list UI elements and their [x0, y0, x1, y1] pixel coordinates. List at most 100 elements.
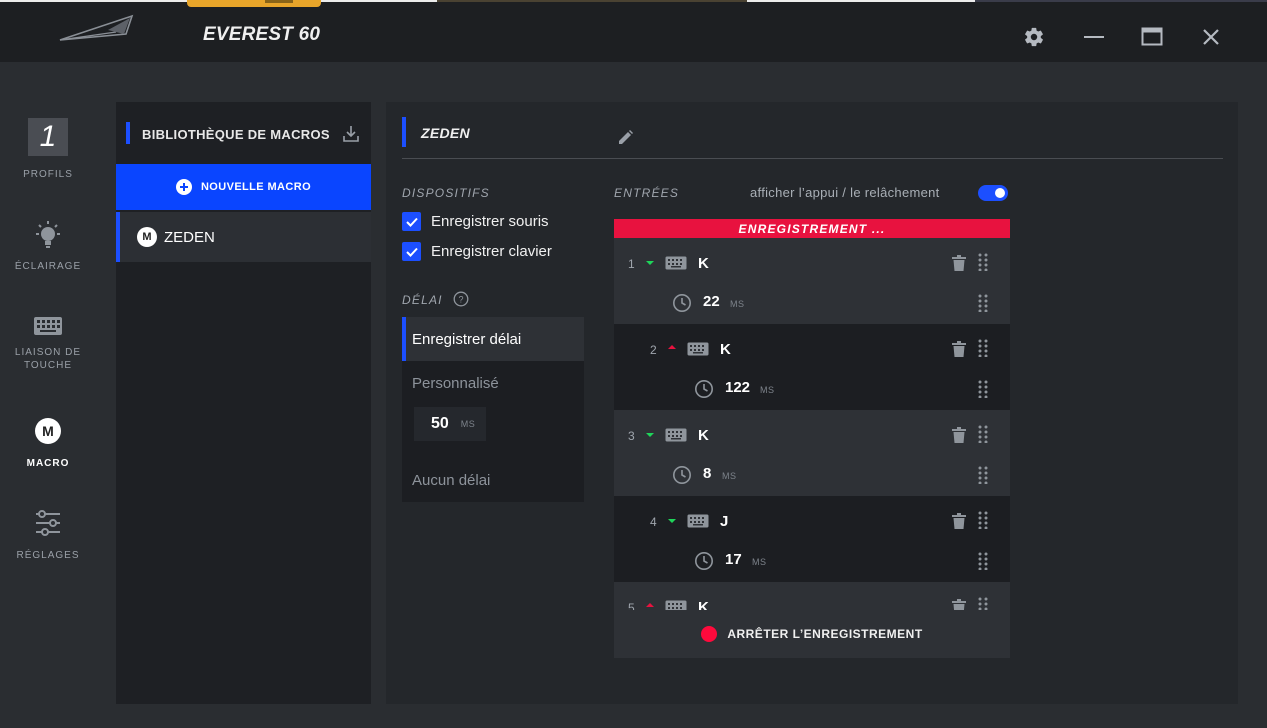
- custom-delay-unit: MS: [460, 419, 476, 429]
- entry-key: J: [720, 513, 729, 530]
- drag-handle-icon[interactable]: [978, 339, 988, 362]
- entry-number: 3: [628, 429, 635, 443]
- record-keyboard-checkbox[interactable]: Enregistrer clavier: [402, 242, 552, 261]
- delay-option-none[interactable]: Aucun délai: [412, 472, 491, 489]
- drag-handle-icon[interactable]: [978, 425, 988, 448]
- entry-key: K: [698, 599, 709, 610]
- profile-number-badge: 1: [28, 118, 68, 156]
- entry-row[interactable]: 4 J 17 MS: [614, 496, 1010, 582]
- keyboard-icon: [687, 341, 709, 362]
- entries-section-label: ENTRÉES: [614, 186, 680, 200]
- nav-keybinding[interactable]: LIAISON DE TOUCHE: [0, 315, 96, 372]
- macro-editor-panel: ZEDEN DISPOSITIFS Enregistrer souris Enr…: [386, 102, 1238, 704]
- settings-button[interactable]: [1019, 22, 1049, 52]
- entry-delay[interactable]: 8: [703, 465, 712, 482]
- lightbulb-icon: [36, 221, 60, 248]
- new-macro-label: NOUVELLE MACRO: [200, 181, 312, 193]
- clock-icon: [672, 293, 692, 318]
- nav-keybinding-label-line2: TOUCHE: [23, 360, 73, 371]
- macro-library-panel: BIBLIOTHÈQUE DE MACROS NOUVELLE MACRO M …: [116, 102, 371, 704]
- macro-icon: M: [35, 418, 61, 444]
- sliders-icon: [36, 510, 60, 536]
- maximize-button[interactable]: [1137, 22, 1167, 52]
- custom-delay-value: 50: [431, 415, 449, 432]
- entry-delay[interactable]: 22: [703, 293, 720, 310]
- editor-divider: [402, 158, 1223, 159]
- entry-row[interactable]: 1 K 22 MS: [614, 238, 1010, 324]
- show-press-release-label: afficher l’appui / le relâchement: [750, 185, 940, 200]
- key-press-arrow-icon: [646, 261, 654, 265]
- nav-macro[interactable]: M MACRO: [0, 418, 96, 470]
- stop-recording-button[interactable]: ARRÊTER L’ENREGISTREMENT: [614, 610, 1010, 658]
- macro-list-item[interactable]: M ZEDEN: [116, 212, 371, 262]
- nav-keybinding-label-line1: LIAISON DE: [14, 347, 82, 358]
- entry-number: 4: [650, 515, 657, 529]
- record-dot-icon: [701, 626, 718, 642]
- keyboard-icon: [34, 317, 62, 335]
- drag-handle-icon[interactable]: [978, 466, 988, 489]
- drag-handle-icon[interactable]: [978, 511, 988, 534]
- nav-profiles-label: PROFILS: [23, 169, 73, 180]
- macro-item-name: ZEDEN: [164, 228, 215, 246]
- nav-settings-label: RÉGLAGES: [16, 550, 80, 561]
- drag-handle-icon[interactable]: [978, 552, 988, 575]
- delete-entry-icon[interactable]: [952, 427, 966, 448]
- delay-section-label: DÉLAI: [402, 293, 443, 307]
- minimize-icon: [1084, 36, 1104, 38]
- keyboard-icon: [665, 255, 687, 276]
- delay-option-custom[interactable]: Personnalisé: [412, 375, 499, 392]
- key-release-arrow-icon: [646, 603, 654, 607]
- entry-delay-unit: MS: [752, 557, 767, 567]
- nav-lighting[interactable]: ÉCLAIRAGE: [0, 220, 96, 273]
- drag-handle-icon[interactable]: [978, 253, 988, 276]
- nav-keybinding-label: LIAISON DE TOUCHE: [15, 346, 81, 372]
- delete-entry-icon[interactable]: [952, 255, 966, 276]
- entry-row[interactable]: 2 K 122 MS: [614, 324, 1010, 410]
- entry-number: 5: [628, 601, 635, 610]
- delete-entry-icon[interactable]: [952, 513, 966, 534]
- drag-handle-icon[interactable]: [978, 380, 988, 403]
- entry-delay[interactable]: 122: [725, 379, 751, 396]
- entries-list: 1 K 22 MS 2 K 122 MS 3 K 8 MS 4 J 17 MS 5 K: [614, 238, 1010, 610]
- delete-entry-icon[interactable]: [952, 599, 966, 610]
- gear-icon: [1025, 27, 1043, 47]
- clock-icon: [694, 551, 714, 576]
- entry-delay-unit: MS: [722, 471, 737, 481]
- library-title: BIBLIOTHÈQUE DE MACROS: [142, 127, 330, 142]
- custom-delay-input[interactable]: 50 MS: [414, 407, 486, 441]
- checkbox-checked: [402, 242, 421, 261]
- show-press-release-toggle[interactable]: [978, 185, 1008, 201]
- nav-settings[interactable]: RÉGLAGES: [0, 510, 96, 562]
- key-press-arrow-icon: [668, 519, 676, 523]
- app-title: EVEREST 60: [203, 24, 321, 45]
- import-download-icon[interactable]: [342, 125, 360, 143]
- new-macro-button[interactable]: NOUVELLE MACRO: [116, 164, 371, 210]
- drag-handle-icon[interactable]: [978, 597, 988, 610]
- library-accent-bar: [126, 122, 130, 144]
- stop-recording-label: ARRÊTER L’ENREGISTREMENT: [727, 627, 923, 641]
- help-icon[interactable]: ?: [453, 291, 469, 307]
- profile-tab-indicator: [187, 0, 321, 7]
- entry-key: K: [698, 427, 709, 444]
- delay-option-record[interactable]: Enregistrer délai: [402, 317, 584, 361]
- delay-options-panel: Enregistrer délai Personnalisé 50 MS Auc…: [402, 317, 584, 502]
- close-button[interactable]: [1196, 22, 1226, 52]
- record-mouse-checkbox[interactable]: Enregistrer souris: [402, 212, 549, 231]
- svg-text:?: ?: [458, 295, 463, 305]
- nav-profiles[interactable]: 1 PROFILS: [0, 118, 96, 181]
- drag-handle-icon[interactable]: [978, 294, 988, 317]
- checkbox-checked: [402, 212, 421, 231]
- entry-row[interactable]: 3 K 8 MS: [614, 410, 1010, 496]
- macro-item-icon: M: [137, 227, 157, 247]
- plus-circle-icon: [175, 179, 192, 195]
- recording-banner: ENREGISTREMENT ...: [614, 219, 1010, 238]
- edit-pencil-icon[interactable]: [617, 129, 634, 146]
- record-mouse-label: Enregistrer souris: [431, 213, 549, 230]
- delete-entry-icon[interactable]: [952, 341, 966, 362]
- minimize-button[interactable]: [1079, 22, 1109, 52]
- entry-delay[interactable]: 17: [725, 551, 742, 568]
- brand-logo: [59, 14, 134, 41]
- keyboard-icon: [665, 427, 687, 448]
- clock-icon: [672, 465, 692, 490]
